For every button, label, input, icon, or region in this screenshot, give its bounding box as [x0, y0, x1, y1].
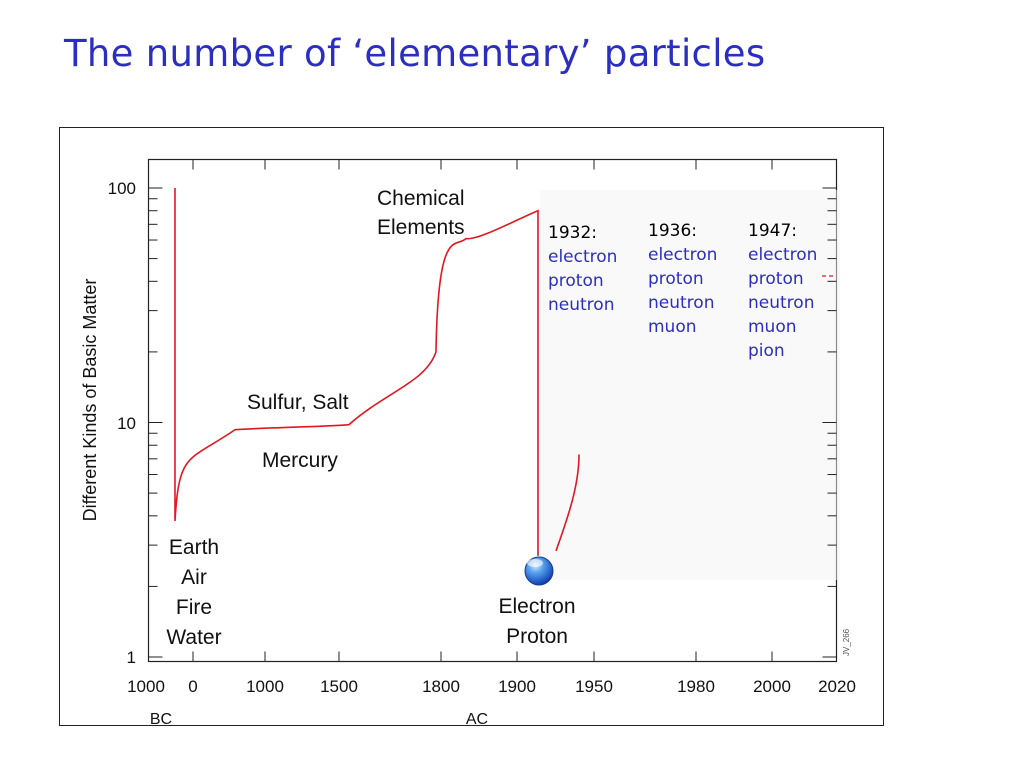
y-tick-label-1: 1	[127, 648, 136, 667]
x-tick-label: 1500	[320, 677, 358, 696]
particle-neutron: neutron	[648, 293, 715, 313]
particle-proton: proton	[548, 271, 604, 291]
annotation-air: Air	[181, 566, 207, 589]
y-tick-label-10: 10	[117, 414, 136, 433]
particle-muon: muon	[748, 317, 797, 337]
electron-ball-highlight	[527, 559, 543, 567]
particles-1932: 1932: electron proton neutron	[548, 221, 617, 317]
x-era-label-bc: BC	[150, 711, 172, 728]
annotation-proton: Proton	[506, 625, 568, 648]
annotation-electron: Electron	[498, 595, 575, 618]
y-axis-label: Different Kinds of Basic Matter	[80, 279, 100, 522]
annotation-chemical: Chemical	[377, 187, 465, 210]
x-tick-label: 1980	[677, 677, 715, 696]
x-era-label-ac: AC	[466, 711, 488, 728]
particle-electron: electron	[648, 245, 718, 265]
particles-1947: 1947: electron proton neutron muon pion	[748, 219, 817, 363]
year-1947: 1947:	[748, 221, 797, 241]
axis-ticks	[148, 159, 837, 662]
annotation-mercury: Mercury	[262, 449, 338, 472]
x-tick-label: 1900	[498, 677, 536, 696]
x-tick-label: 1950	[575, 677, 613, 696]
annotation-fire: Fire	[176, 596, 212, 619]
year-1936: 1936:	[648, 221, 697, 241]
watermark-label: JV_266	[842, 628, 851, 656]
x-tick-label: 2020	[818, 677, 856, 696]
particles-1936: 1936: electron proton neutron muon	[648, 219, 717, 339]
x-tick-label: 1000	[246, 677, 284, 696]
particle-proton: proton	[748, 269, 804, 289]
annotation-water: Water	[166, 626, 221, 649]
particle-muon: muon	[648, 317, 697, 337]
slide-title: The number of ‘elementary’ particles	[64, 32, 766, 75]
series-line	[174, 188, 580, 556]
particle-electron: electron	[748, 245, 818, 265]
annotation-sulfur-salt: Sulfur, Salt	[247, 391, 349, 414]
particle-pion: pion	[748, 341, 785, 361]
particle-neutron: neutron	[748, 293, 815, 313]
y-tick-label-100: 100	[108, 179, 136, 198]
particle-electron: electron	[548, 247, 618, 267]
particle-neutron: neutron	[548, 295, 615, 315]
x-tick-label: 2000	[753, 677, 791, 696]
annotation-earth: Earth	[169, 536, 219, 559]
x-tick-label: 1800	[422, 677, 460, 696]
year-1932: 1932:	[548, 223, 597, 243]
annotation-elements: Elements	[377, 216, 465, 239]
overlay-panel	[540, 190, 840, 580]
x-tick-label: 0	[188, 677, 197, 696]
particle-proton: proton	[648, 269, 704, 289]
x-tick-label: 1000	[127, 677, 165, 696]
